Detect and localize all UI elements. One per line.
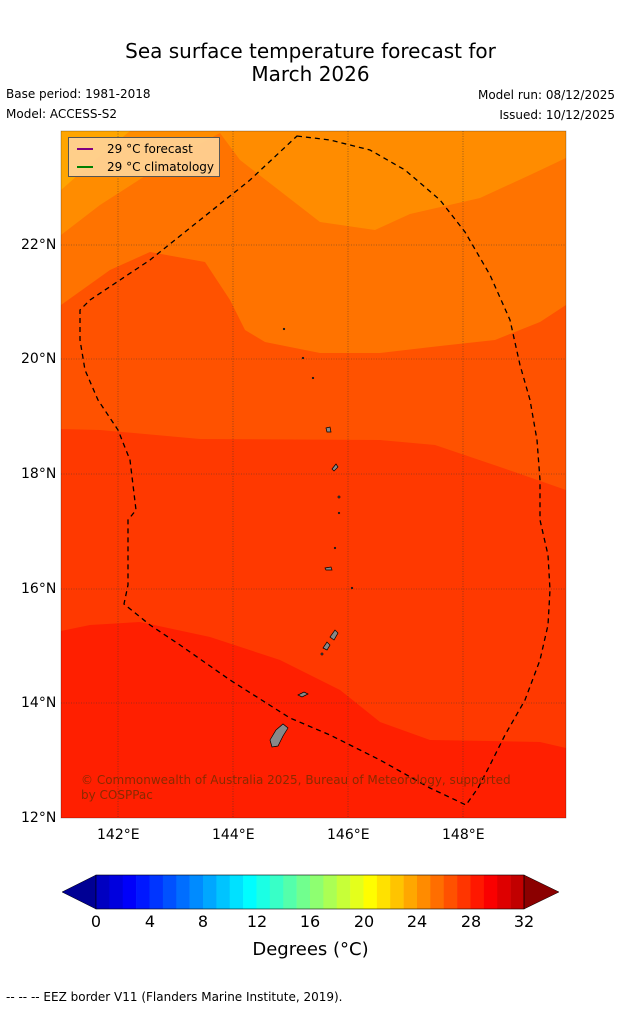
- colorbar-label: Degrees (°C): [252, 939, 369, 960]
- lon-label: 148°E: [442, 827, 485, 843]
- legend-forecast-swatch: [77, 148, 93, 150]
- colorbar-tick: 8: [197, 912, 209, 931]
- lat-label: 14°N: [21, 695, 57, 711]
- lat-label: 12°N: [21, 810, 57, 826]
- colorbar-step: [497, 875, 511, 909]
- legend-climatology-label: 29 °C climatology: [107, 160, 215, 174]
- colorbar-step: [149, 875, 164, 909]
- colorbar-step: [390, 875, 404, 909]
- colorbar-max-extend: [523, 874, 560, 910]
- island-small: [337, 511, 341, 515]
- colorbar-tick: 12: [246, 912, 268, 931]
- model-name: Model: ACCESS-S2: [6, 107, 118, 121]
- gridlines: [61, 131, 566, 818]
- lon-label: 144°E: [212, 827, 255, 843]
- colorbar: [61, 874, 560, 910]
- colorbar-step: [229, 875, 244, 909]
- island-small: [337, 495, 341, 499]
- island-agrihan: [331, 463, 339, 472]
- base-period: Base period: 1981-2018: [6, 87, 151, 101]
- colorbar-step: [109, 875, 124, 909]
- legend-climatology: 29 °C climatology: [77, 159, 214, 175]
- colorbar-step: [336, 875, 351, 909]
- colorbar-step: [216, 875, 231, 909]
- chart-title-line2: March 2026: [251, 62, 370, 86]
- colorbar-step: [376, 875, 391, 909]
- colorbar-step: [470, 875, 485, 909]
- island-small: [333, 546, 337, 550]
- colorbar-step: [483, 875, 498, 909]
- lat-label: 18°N: [21, 466, 57, 482]
- colorbar-tick: 20: [353, 912, 375, 931]
- colorbar-tick: 28: [460, 912, 482, 931]
- island-small: [320, 652, 324, 656]
- colorbar-min-extend: [61, 874, 97, 910]
- colorbar-frame: [95, 874, 525, 910]
- colorbar-tick: 0: [90, 912, 102, 931]
- colorbar-tick: 4: [144, 912, 156, 931]
- colorbar-step: [417, 875, 431, 909]
- colorbar-step: [269, 875, 284, 909]
- colorbar-step: [176, 875, 190, 909]
- eez-border: [79, 135, 551, 806]
- island-small: [282, 327, 286, 331]
- model-run: Model run: 08/12/2025: [477, 88, 615, 102]
- colorbar-step: [350, 875, 364, 909]
- colorbar-step: [403, 875, 418, 909]
- colorbar-step: [203, 875, 217, 909]
- island-rota: [297, 691, 309, 698]
- colorbar-step: [457, 875, 471, 909]
- colorbar-step: [256, 875, 271, 909]
- legend-climatology-swatch: [77, 166, 93, 168]
- island-saipan: [329, 629, 339, 641]
- lat-label: 16°N: [21, 581, 57, 597]
- colorbar-step: [96, 875, 110, 909]
- island-guam: [269, 723, 289, 748]
- islands: [269, 327, 354, 748]
- colorbar-step: [310, 875, 324, 909]
- legend-forecast: 29 °C forecast: [77, 141, 193, 157]
- copyright-notice: © Commonwealth of Australia 2025, Bureau…: [81, 773, 511, 802]
- island-anatahan: [324, 566, 333, 571]
- lat-label: 22°N: [21, 237, 57, 253]
- footer-note: -- -- -- EEZ border V11 (Flanders Marine…: [6, 990, 343, 1004]
- colorbar-tick: 24: [406, 912, 428, 931]
- island-small: [311, 376, 315, 380]
- colorbar-step: [443, 875, 458, 909]
- colorbar-tick: 32: [513, 912, 535, 931]
- lon-label: 146°E: [327, 827, 370, 843]
- lat-label: 20°N: [21, 351, 57, 367]
- colorbar-step: [243, 875, 257, 909]
- colorbar-step: [296, 875, 311, 909]
- colorbar-step: [122, 875, 137, 909]
- chart-title-line1: Sea surface temperature forecast for: [125, 39, 496, 63]
- island-tinian: [322, 641, 331, 651]
- lon-label: 142°E: [97, 827, 140, 843]
- colorbar-step: [323, 875, 338, 909]
- sst-band-30: [61, 622, 566, 818]
- island-pagan: [325, 426, 332, 433]
- legend: 29 °C forecast 29 °C climatology: [68, 137, 220, 177]
- colorbar-tick: 16: [299, 912, 321, 931]
- colorbar-step: [136, 875, 150, 909]
- colorbar-step: [363, 875, 378, 909]
- colorbar-step: [430, 875, 445, 909]
- legend-forecast-label: 29 °C forecast: [107, 142, 193, 156]
- island-small: [350, 586, 354, 590]
- island-small: [301, 356, 305, 360]
- colorbar-step: [162, 875, 177, 909]
- colorbar-step: [283, 875, 297, 909]
- colorbar-step: [189, 875, 204, 909]
- map-frame: [60, 130, 567, 819]
- colorbar-step: [510, 875, 525, 909]
- issued-date: Issued: 10/12/2025: [499, 108, 615, 122]
